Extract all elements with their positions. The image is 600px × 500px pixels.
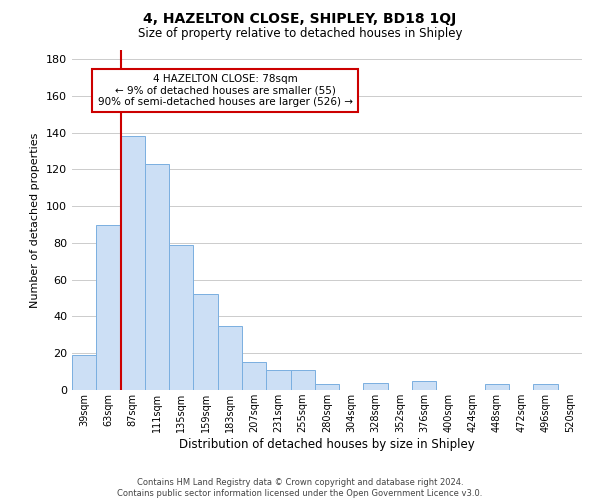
Y-axis label: Number of detached properties: Number of detached properties <box>31 132 40 308</box>
Bar <box>364 382 388 390</box>
X-axis label: Distribution of detached houses by size in Shipley: Distribution of detached houses by size … <box>179 438 475 451</box>
Bar <box>412 381 436 390</box>
Text: Contains HM Land Registry data © Crown copyright and database right 2024.
Contai: Contains HM Land Registry data © Crown c… <box>118 478 482 498</box>
Bar <box>72 355 96 390</box>
Text: 4 HAZELTON CLOSE: 78sqm
← 9% of detached houses are smaller (55)
90% of semi-det: 4 HAZELTON CLOSE: 78sqm ← 9% of detached… <box>97 74 353 107</box>
Bar <box>193 294 218 390</box>
Bar <box>315 384 339 390</box>
Text: Size of property relative to detached houses in Shipley: Size of property relative to detached ho… <box>138 28 462 40</box>
Bar <box>145 164 169 390</box>
Bar <box>485 384 509 390</box>
Bar <box>96 224 121 390</box>
Bar <box>266 370 290 390</box>
Text: 4, HAZELTON CLOSE, SHIPLEY, BD18 1QJ: 4, HAZELTON CLOSE, SHIPLEY, BD18 1QJ <box>143 12 457 26</box>
Bar <box>169 245 193 390</box>
Bar <box>242 362 266 390</box>
Bar <box>533 384 558 390</box>
Bar <box>290 370 315 390</box>
Bar <box>218 326 242 390</box>
Bar <box>121 136 145 390</box>
